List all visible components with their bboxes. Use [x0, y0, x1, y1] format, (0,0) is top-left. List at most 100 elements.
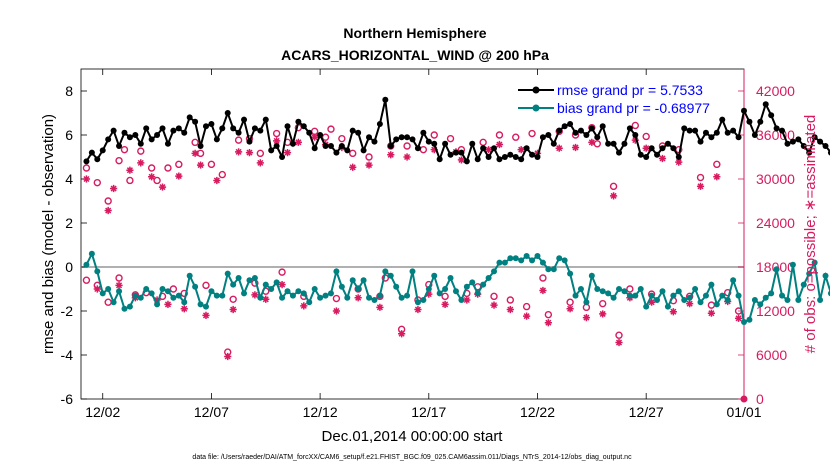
bias-point: [344, 294, 351, 301]
rmse-point: [463, 158, 470, 165]
bias-point: [550, 266, 557, 273]
obs-possible-point: [256, 149, 265, 158]
bias-point: [366, 294, 373, 301]
bias-point: [121, 305, 128, 312]
obs-assimilated-point: [224, 352, 232, 361]
rmse-point: [632, 132, 639, 138]
obs-assimilated-point: [387, 151, 395, 159]
rmse-point: [148, 136, 155, 143]
x-tick-label: 12/02: [85, 404, 120, 420]
rmse-point: [556, 127, 563, 134]
obs-assimilated-point: [495, 140, 504, 149]
rmse-point: [599, 123, 606, 130]
obs-possible-point: [229, 295, 237, 303]
rmse-point: [344, 147, 351, 154]
bias-point: [480, 281, 487, 288]
rmse-point: [539, 134, 546, 141]
obs-assimilated-point: [425, 290, 433, 298]
rmse-point: [317, 132, 324, 138]
obs-possible-point: [175, 160, 183, 169]
bias-point: [327, 290, 334, 297]
rmse-point: [404, 134, 411, 141]
rmse-point: [605, 140, 612, 147]
rmse-point: [626, 125, 633, 132]
obs-assimilated-point: [251, 291, 259, 299]
rmse-point: [170, 127, 177, 134]
bias-point: [442, 286, 449, 292]
bias-point: [360, 277, 367, 284]
rmse-point: [83, 158, 90, 165]
obs-assimilated-point: [256, 159, 264, 167]
bias-point: [105, 286, 112, 292]
obs-assimilated-point: [566, 305, 574, 313]
rmse-point: [735, 134, 742, 141]
rmse-point: [355, 129, 362, 136]
bias-point: [279, 294, 286, 301]
obs-possible-point: [446, 134, 455, 143]
bias-point: [594, 286, 601, 292]
rmse-point: [594, 134, 601, 141]
obs-possible-point: [93, 178, 102, 187]
rmse-point: [262, 116, 269, 123]
bias-point: [398, 294, 405, 301]
rmse-point: [577, 127, 584, 134]
bias-point: [643, 303, 650, 310]
rmse-point: [567, 121, 574, 127]
rmse-point: [795, 136, 802, 143]
rmse-point: [643, 154, 650, 160]
obs-possible-point: [82, 276, 91, 284]
bias-point: [626, 292, 633, 299]
rmse-point: [371, 138, 378, 145]
chart-title-line1: Northern Hemisphere: [343, 25, 486, 41]
rmse-point: [588, 125, 595, 132]
obs-assimilated-point: [658, 154, 667, 163]
rmse-point: [768, 112, 775, 119]
obs-possible-point: [349, 149, 357, 158]
bias-point: [779, 292, 786, 299]
bias-point: [724, 297, 731, 303]
obs-assimilated-point: [278, 281, 286, 289]
rmse-point: [268, 147, 275, 154]
bias-point: [273, 279, 280, 286]
obs-possible-point: [522, 302, 531, 311]
rmse-point: [757, 118, 764, 125]
rmse-point: [327, 143, 334, 149]
bias-point: [175, 292, 182, 299]
bias-point: [746, 316, 753, 323]
rmse-point: [116, 143, 123, 149]
obs-assimilated-point: [555, 144, 563, 152]
y-left-tick-label: 4: [65, 171, 73, 187]
rmse-point: [458, 149, 465, 156]
obs-possible-point: [631, 121, 640, 130]
bias-point: [702, 292, 709, 299]
y-axis-left-label: rmse and bias (model - observation): [40, 114, 57, 354]
bias-point: [257, 294, 264, 301]
y-right-tick-label: 6000: [756, 347, 787, 363]
bias-point: [463, 283, 470, 290]
bias-point: [485, 275, 492, 281]
axis-ticks: 12/02 12/07 12/12 12/17 12/22 12/27 01/01 -6 -4 -…: [61, 69, 795, 420]
rmse-point: [398, 134, 405, 141]
legend-rmse-marker: [532, 86, 540, 94]
obs-assimilated-point: [115, 281, 123, 289]
obs-assimilated-point: [599, 310, 607, 318]
obs-possible-point: [115, 156, 123, 165]
bias-point: [675, 288, 682, 295]
rmse-point: [664, 140, 671, 147]
rmse-point: [637, 151, 644, 158]
rmse-point: [306, 129, 313, 136]
rmse-point: [88, 149, 95, 156]
bias-point: [300, 290, 307, 297]
rmse-point: [523, 145, 530, 152]
bias-point: [322, 292, 329, 299]
bias-point: [605, 290, 612, 297]
data-file-footnote: data file: /Users/raeder/DAI/ATM_forcXX/…: [192, 454, 632, 461]
obs-assimilated-point: [180, 305, 188, 313]
bias-point: [621, 288, 628, 295]
rmse-point: [681, 125, 688, 132]
bias-point: [654, 297, 661, 303]
rmse-point: [94, 156, 101, 163]
bias-point: [306, 299, 313, 306]
bias-point: [610, 294, 617, 301]
obs-possible-point: [191, 138, 199, 147]
